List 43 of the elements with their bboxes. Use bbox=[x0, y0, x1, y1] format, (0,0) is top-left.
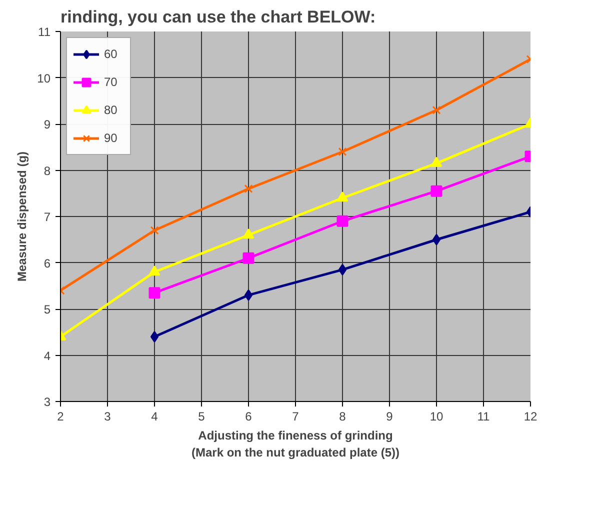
point bbox=[150, 331, 159, 342]
chart-title: rinding, you can use the chart BELOW: bbox=[60, 8, 376, 26]
y-tick-label: 6 bbox=[44, 256, 51, 270]
x-tick-label: 7 bbox=[292, 410, 300, 424]
point bbox=[430, 156, 442, 167]
x-tick-label: 8 bbox=[339, 410, 346, 424]
y-tick-label: 4 bbox=[44, 348, 51, 363]
x-tick-label: 6 bbox=[245, 410, 252, 424]
x-tick-label: 10 bbox=[430, 410, 444, 424]
point bbox=[336, 215, 348, 227]
x-tick-label: 2 bbox=[57, 410, 64, 424]
x-tick-label: 11 bbox=[477, 410, 490, 424]
legend-label: 60 bbox=[104, 47, 118, 61]
y-tick-label: 5 bbox=[44, 302, 51, 316]
x-tick-label: 3 bbox=[104, 410, 112, 424]
point bbox=[336, 191, 348, 202]
y-tick-label: 9 bbox=[44, 118, 51, 132]
point bbox=[244, 184, 253, 194]
point bbox=[430, 185, 442, 197]
x-tick-label: 4 bbox=[151, 410, 158, 424]
x-tick-label: 5 bbox=[198, 410, 206, 424]
point bbox=[242, 228, 254, 239]
y-axis-title: Measure dispensed (g) bbox=[15, 151, 30, 282]
y-tick-label: 3 bbox=[44, 395, 51, 409]
legend-label: 80 bbox=[104, 103, 118, 117]
point bbox=[148, 287, 160, 299]
point bbox=[242, 252, 254, 264]
x-tick-label: 12 bbox=[524, 410, 538, 424]
legend-label: 90 bbox=[104, 131, 118, 145]
point bbox=[148, 265, 160, 276]
point bbox=[432, 234, 441, 246]
x-tick-label: 9 bbox=[386, 410, 394, 424]
point bbox=[244, 289, 253, 301]
point bbox=[150, 226, 159, 235]
y-tick-label: 7 bbox=[44, 210, 51, 224]
y-tick-label: 11 bbox=[38, 25, 51, 39]
point bbox=[338, 147, 347, 156]
legend-label: 70 bbox=[104, 75, 118, 89]
y-tick-label: 8 bbox=[44, 164, 51, 178]
point bbox=[338, 264, 347, 276]
x-axis-title: Adjusting the fineness of grinding (Mark on the nut graduated plate (5)) bbox=[191, 428, 400, 460]
y-tick-label: 10 bbox=[37, 71, 51, 86]
point bbox=[432, 106, 441, 114]
